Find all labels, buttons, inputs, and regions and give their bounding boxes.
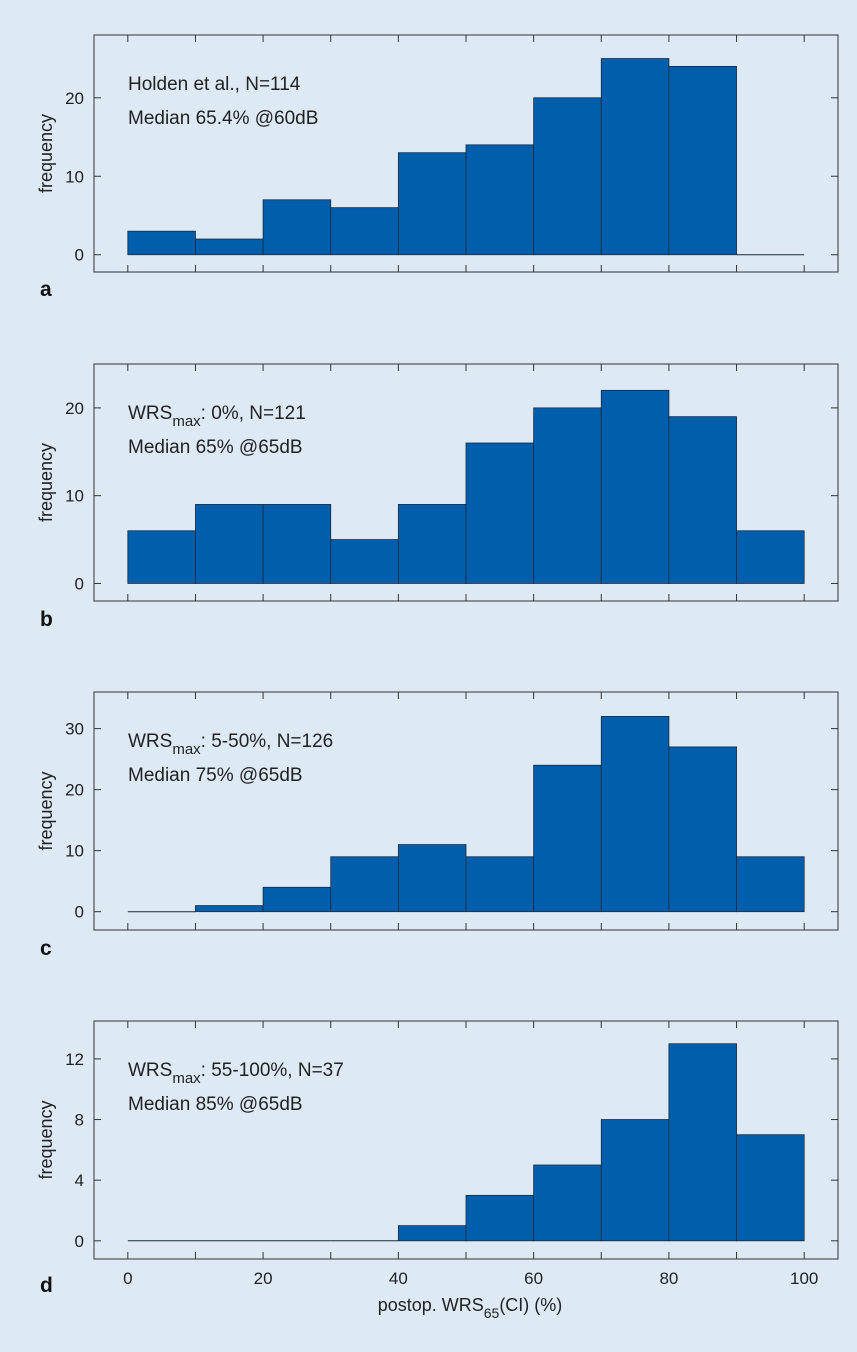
histogram-bar <box>533 407 602 584</box>
annotation-text: : 55-100%, N=37 <box>201 1060 344 1081</box>
chart-panel-a: 0 10 20 frequency Holden et al., N=114 Median… <box>36 34 839 301</box>
x-tick-label: 100 <box>790 1269 818 1288</box>
y-axis-label: frequency <box>36 1100 56 1179</box>
y-axis-label: frequency <box>36 114 56 193</box>
y-tick-label: 0 <box>75 246 84 265</box>
annotation-line-2: Median 65% @65dB <box>128 437 303 458</box>
histogram-bar <box>668 65 737 256</box>
histogram-bar <box>533 1164 602 1242</box>
annotation-text: Holden et al., N=114 <box>128 74 301 95</box>
x-axis-label-subscript: 65 <box>484 1305 500 1321</box>
histogram-bar <box>465 144 535 256</box>
histogram-bar <box>736 530 805 584</box>
annotation-text: WRS <box>128 403 172 424</box>
histogram-bar <box>465 1194 535 1242</box>
annotation-line-2: Median 65.4% @60dB <box>128 108 318 129</box>
chart-panel-d: 0 4 8 12 0 20 40 60 80 100 postop. WRS65(CI) (%) fr… <box>36 1020 839 1321</box>
y-tick-label: 30 <box>65 720 84 739</box>
histogram-bar <box>600 1119 670 1242</box>
histogram-bar <box>195 238 264 256</box>
annotation-line-2: Median 75% @65dB <box>128 765 303 786</box>
panel-label: a <box>40 278 52 301</box>
histogram-bar <box>195 504 264 584</box>
histogram-bar <box>668 746 737 913</box>
x-axis-label: postop. WRS65(CI) (%) <box>378 1295 563 1321</box>
chart-panel-b: 0 10 20 frequency WRSmax: 0%, N=121 Median 65… <box>36 363 839 631</box>
annotation-text: WRS <box>128 1060 172 1081</box>
annotation-line-1: WRSmax: 55-100%, N=37 <box>128 1060 344 1087</box>
histogram-bar <box>397 504 467 584</box>
histogram-bar <box>533 764 602 913</box>
histogram-bar <box>600 389 670 584</box>
histogram-bar <box>127 530 196 584</box>
histogram-bar <box>397 844 467 913</box>
y-tick-label: 8 <box>75 1111 84 1130</box>
x-tick-label: 60 <box>524 1269 543 1288</box>
y-tick-label: 12 <box>65 1050 84 1069</box>
annotation-text: WRS <box>128 731 172 752</box>
y-tick-label: 20 <box>65 89 84 108</box>
histogram-bar <box>262 504 332 584</box>
annotation-text: : 5-50%, N=126 <box>201 731 334 752</box>
histogram-bar <box>127 230 196 256</box>
histogram-bar <box>330 856 399 913</box>
chart-panel-c: 0 10 20 30 frequency WRSmax: 5-50%, N=126 Medi… <box>36 691 839 960</box>
annotation-subscript: max <box>172 413 201 430</box>
histogram-bar <box>736 1134 805 1242</box>
histogram-bar <box>600 716 670 913</box>
histogram-bar <box>195 905 264 913</box>
histogram-bar <box>262 199 332 256</box>
histogram-bar <box>736 856 805 913</box>
y-axis-label: frequency <box>36 443 56 522</box>
y-tick-label: 10 <box>65 167 84 186</box>
histogram-bar <box>397 1225 467 1242</box>
y-tick-label: 0 <box>75 903 84 922</box>
histogram-bar <box>533 97 602 256</box>
x-axis-label-unit: (CI) (%) <box>499 1295 562 1315</box>
histogram-bar <box>397 152 467 256</box>
annotation-line-2: Median 85% @65dB <box>128 1094 303 1115</box>
annotation-line-1: WRSmax: 5-50%, N=126 <box>128 731 333 758</box>
y-tick-label: 0 <box>75 1232 84 1251</box>
x-tick-label: 40 <box>389 1269 408 1288</box>
x-tick-label: 80 <box>659 1269 678 1288</box>
histogram-bar <box>600 58 670 256</box>
annotation-subscript: max <box>172 1070 201 1087</box>
y-tick-label: 10 <box>65 487 84 506</box>
y-tick-label: 20 <box>65 399 84 418</box>
histogram-bar <box>330 539 399 584</box>
annotation-line-1: WRSmax: 0%, N=121 <box>128 403 306 430</box>
histogram-bar <box>465 442 535 584</box>
annotation-subscript: max <box>172 741 201 758</box>
histogram-bar <box>262 886 332 913</box>
panel-label: d <box>40 1274 53 1297</box>
histogram-bar <box>330 207 399 256</box>
y-tick-label: 10 <box>65 842 84 861</box>
panel-label: c <box>40 937 52 960</box>
histogram-bar <box>668 416 737 584</box>
y-tick-label: 20 <box>65 781 84 800</box>
annotation-line-1: Holden et al., N=114 <box>128 74 301 95</box>
x-tick-label: 20 <box>254 1269 273 1288</box>
x-tick-label: 0 <box>123 1269 132 1288</box>
y-axis-label: frequency <box>36 771 56 850</box>
histogram-bar <box>668 1043 737 1242</box>
annotation-text: : 0%, N=121 <box>201 403 306 424</box>
y-tick-label: 0 <box>75 574 84 593</box>
x-axis-label-main: postop. WRS <box>378 1295 484 1315</box>
histogram-bar <box>465 856 535 913</box>
panel-label: b <box>40 608 53 631</box>
y-tick-label: 4 <box>75 1171 84 1190</box>
